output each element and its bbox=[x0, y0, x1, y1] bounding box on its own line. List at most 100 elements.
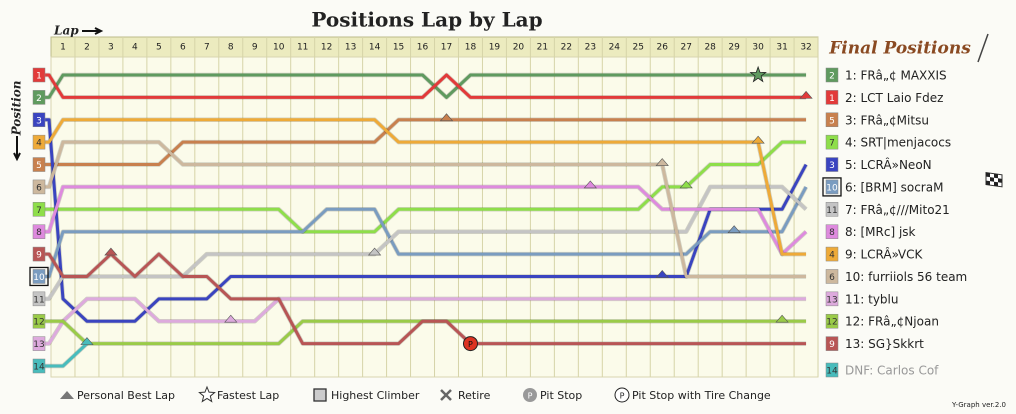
x-tick-label: 29 bbox=[728, 43, 740, 53]
legend-start-label: 4 bbox=[829, 251, 835, 261]
legend-label: 3: FRâ„¢Mitsu bbox=[845, 113, 929, 127]
start-label: 13 bbox=[33, 340, 44, 350]
legend-item-label: Personal Best Lap bbox=[77, 389, 175, 402]
legend-label: 2: LCT Laio Fdez bbox=[845, 91, 943, 105]
start-box bbox=[32, 157, 46, 172]
y-axis-label: Position bbox=[10, 81, 24, 137]
legend-item-label: Pit Stop bbox=[540, 389, 582, 402]
legend-icon bbox=[313, 388, 327, 402]
x-tick-label: 3 bbox=[108, 43, 114, 53]
legend-start-label: 10 bbox=[826, 183, 838, 193]
legend-start-label: 2 bbox=[829, 72, 835, 82]
start-box bbox=[32, 291, 46, 307]
checkered-flag bbox=[977, 33, 1003, 188]
legend-item: P Pit Stop bbox=[523, 388, 582, 402]
x-tick-label: 21 bbox=[537, 43, 548, 53]
legend-start-label: 6 bbox=[829, 273, 835, 283]
legend-label: 6: [BRM] socraM bbox=[845, 180, 943, 194]
x-tick-label: 13 bbox=[345, 43, 356, 53]
position-line bbox=[40, 186, 808, 278]
personal-best-marker bbox=[751, 135, 765, 144]
start-box bbox=[32, 112, 46, 128]
personal-best-marker bbox=[439, 113, 454, 122]
personal-best-marker bbox=[224, 314, 238, 323]
legend-start-label: 3 bbox=[829, 161, 835, 171]
x-tick-label: 12 bbox=[321, 43, 332, 53]
personal-best-marker bbox=[799, 90, 813, 99]
legend-label: DNF: Carlos Cof bbox=[845, 364, 939, 378]
start-label: 14 bbox=[33, 363, 45, 373]
position-line bbox=[40, 118, 807, 167]
x-axis-label: Lap bbox=[53, 24, 79, 38]
personal-best-marker bbox=[367, 247, 382, 256]
pit-stop-symbol: P bbox=[468, 340, 473, 349]
legend-icon-symbol: P bbox=[620, 392, 625, 401]
personal-best-marker bbox=[655, 270, 669, 278]
x-tick-label: 18 bbox=[465, 43, 477, 53]
legend-swatch bbox=[825, 246, 839, 262]
legend-icon bbox=[60, 391, 74, 399]
x-tick-label: 11 bbox=[297, 43, 308, 53]
x-tick-label: 20 bbox=[513, 43, 525, 53]
legend-start-label: 7 bbox=[829, 139, 835, 149]
legend-swatch bbox=[825, 179, 839, 195]
x-tick-label: 30 bbox=[752, 43, 764, 53]
legend-label: 9: LCRÂ»VCK bbox=[845, 247, 924, 262]
x-tick-label: 25 bbox=[633, 43, 644, 53]
legend-item: Personal Best Lap bbox=[60, 389, 175, 402]
legend-icon bbox=[198, 385, 216, 403]
personal-best-marker bbox=[583, 180, 597, 189]
start-label: 4 bbox=[36, 139, 42, 149]
legend-swatch bbox=[825, 313, 839, 329]
start-box bbox=[32, 67, 46, 83]
legend-swatch bbox=[825, 269, 839, 284]
legend-start-label: 11 bbox=[826, 206, 837, 216]
x-tick-label: 5 bbox=[156, 43, 162, 53]
legend-item: Retire bbox=[440, 389, 491, 402]
x-tick-label: 10 bbox=[273, 43, 285, 53]
x-tick-label: 23 bbox=[585, 43, 596, 53]
x-arrow bbox=[82, 27, 104, 35]
start-label: 2 bbox=[36, 94, 42, 104]
start-label: 12 bbox=[33, 318, 44, 328]
start-box bbox=[32, 202, 46, 217]
legend-swatch bbox=[825, 336, 839, 351]
start-box bbox=[32, 179, 46, 195]
legend-item-label: Highest Climber bbox=[331, 389, 420, 402]
start-box bbox=[32, 134, 46, 150]
legend-start-label: 1 bbox=[829, 94, 835, 104]
legend-icon bbox=[614, 387, 630, 403]
legend-label: 1: FRâ„¢ MAXXIS bbox=[845, 69, 947, 83]
y-arrow bbox=[13, 136, 21, 162]
position-line bbox=[40, 73, 807, 99]
x-tick-label: 2 bbox=[84, 43, 90, 53]
legend-item-label: Fastest Lap bbox=[217, 389, 279, 402]
legend-start-label: 13 bbox=[826, 295, 837, 305]
start-box bbox=[32, 90, 46, 105]
position-line bbox=[40, 185, 808, 301]
legend-swatch bbox=[825, 112, 839, 128]
start-box bbox=[32, 269, 46, 284]
start-box bbox=[32, 246, 46, 262]
position-line bbox=[40, 140, 807, 278]
fastest-lap-marker bbox=[749, 65, 767, 83]
personal-best-marker bbox=[775, 314, 789, 323]
legend-label: 7: FRâ„¢///Mito21 bbox=[845, 203, 950, 217]
legend-label: 8: [MRc] jsk bbox=[845, 225, 916, 239]
legend-swatch bbox=[825, 202, 839, 217]
x-tick-label: 28 bbox=[704, 43, 716, 53]
legend-start-label: 9 bbox=[829, 340, 835, 350]
legend-label: 12: FRâ„¢Njoan bbox=[845, 315, 939, 329]
start-label: 5 bbox=[36, 161, 42, 171]
x-tick-label: 9 bbox=[252, 43, 258, 53]
legend-label: 11: tyblu bbox=[845, 292, 899, 306]
x-tick-label: 24 bbox=[609, 43, 621, 53]
footnote: Y-Graph ver.2.0 bbox=[951, 401, 1006, 409]
position-line bbox=[40, 252, 807, 346]
x-tick-label: 17 bbox=[441, 43, 452, 53]
legend-start-label: 14 bbox=[826, 367, 838, 377]
start-box bbox=[32, 313, 46, 329]
x-tick-label: 31 bbox=[776, 43, 787, 53]
legend-item: P Pit Stop with Tire Change bbox=[614, 387, 771, 403]
position-line bbox=[40, 297, 807, 346]
